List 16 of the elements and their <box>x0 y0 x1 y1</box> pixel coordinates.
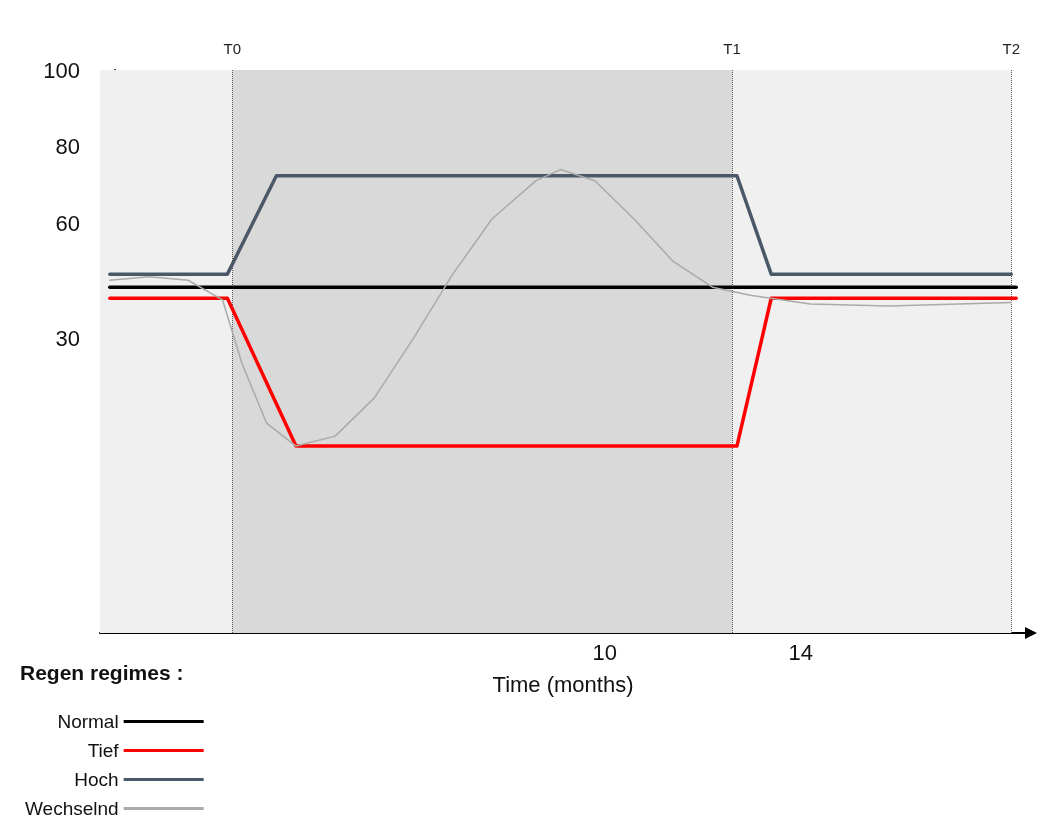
x-axis-title: Time (months) <box>492 671 634 697</box>
y-tick-label: 80 <box>55 134 80 160</box>
y-tick-label: 60 <box>55 210 80 236</box>
x-tick-label: 10 <box>592 639 617 665</box>
ref-line-label: T0 <box>223 40 242 57</box>
y-tick-label: 100 <box>43 57 80 83</box>
x-tick-label: 14 <box>788 639 813 665</box>
y-tick-label: 30 <box>55 325 80 351</box>
legend-label: Wechselnd <box>24 798 119 819</box>
ref-line-label: T1 <box>723 40 741 57</box>
line-series <box>109 168 1013 447</box>
legend-title: Regen regimes : <box>20 661 184 684</box>
legend-label: Normal <box>57 711 119 732</box>
legend-label: Tief <box>87 740 120 761</box>
ref-line-label: T2 <box>1002 40 1021 57</box>
legend-label: Hoch <box>74 769 119 790</box>
